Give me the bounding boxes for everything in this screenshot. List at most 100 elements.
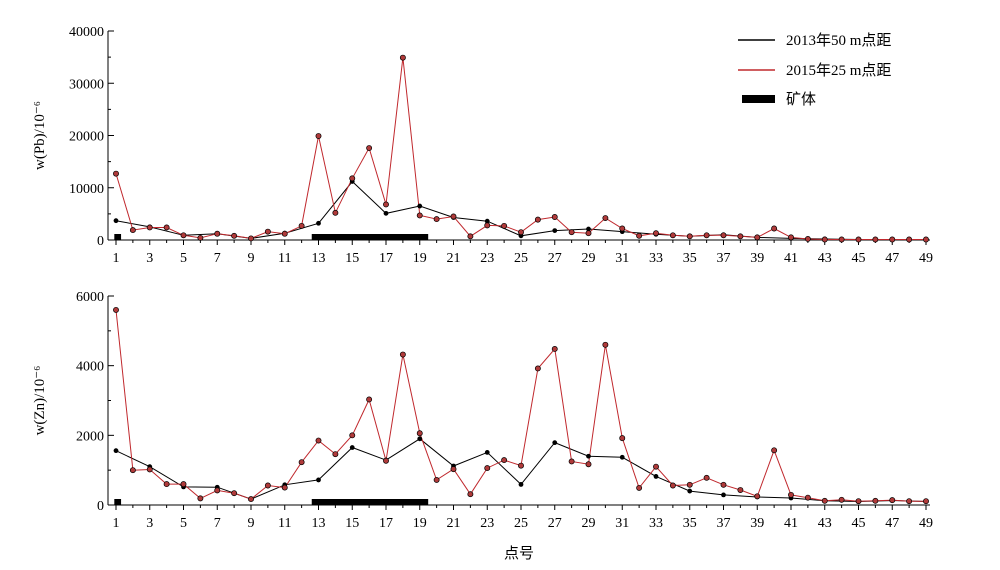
data-point-2015 [467,233,474,240]
x-tick-label: 45 [852,251,866,266]
data-point-2015 [450,213,457,220]
data-point-2015 [163,481,170,488]
data-point-2015 [501,457,508,464]
data-point-2015 [366,396,373,403]
data-point-2015 [248,235,254,242]
data-point-2013 [552,228,558,233]
data-point-2015 [332,209,339,216]
data-point-2015 [619,225,626,232]
data-point-2013 [417,203,423,209]
data-point-2015 [467,491,474,498]
data-point-2015 [788,234,794,241]
x-tick-label: 23 [480,251,494,266]
data-point-2015 [585,461,592,468]
data-point-2015 [855,236,862,243]
data-point-2015 [653,463,659,470]
legend-label: 2015年25 m点距 [786,62,891,79]
x-tick-label: 13 [312,516,326,531]
data-point-2015 [720,481,727,488]
ore-body-bar [114,234,122,240]
data-point-2015 [264,228,271,235]
data-point-2013 [586,453,591,459]
x-tick-label: 15 [345,516,359,531]
x-tick-label: 35 [683,516,697,531]
data-point-2013 [484,450,490,455]
panel-pb [107,30,930,245]
x-tick-label: 15 [345,251,359,266]
data-point-2013 [383,210,389,216]
data-point-2013 [113,448,119,454]
data-point-2015 [568,229,575,236]
data-point-2013 [316,477,321,483]
ore-body-bar [311,234,429,240]
data-point-2015 [619,435,626,442]
data-point-2015 [298,459,305,466]
x-tick-label: 11 [278,251,291,266]
data-point-2015 [315,437,322,444]
data-point-2015 [484,222,491,229]
data-point-2015 [872,236,879,243]
data-point-2015 [923,498,929,505]
legend-label: 矿体 [786,91,816,108]
x-tick-label: 17 [379,516,393,531]
x-tick-label: 19 [413,516,427,531]
x-tick-label: 49 [919,251,933,266]
x-tick-label: 35 [683,251,697,266]
x-tick-label: 5 [180,516,187,531]
x-tick-label: 47 [885,516,899,531]
data-point-2013 [349,445,355,450]
data-point-2015 [231,490,238,497]
x-tick-label: 27 [548,516,562,531]
data-point-2015 [484,465,491,472]
x-tick-label: 43 [818,516,832,531]
data-point-2015 [669,482,676,489]
panel-zn [107,295,930,510]
data-point-2015 [129,467,136,474]
y-tick-label: 20000 [69,130,104,145]
y-tick-label: 4000 [76,360,104,375]
data-point-2015 [636,232,643,239]
data-point-2015 [197,495,204,502]
x-tick-label: 21 [447,516,461,531]
x-tick-label: 41 [784,516,798,531]
data-point-2015 [416,212,423,219]
legend-label: 2013年50 m点距 [786,32,891,49]
x-tick-label: 1 [113,251,120,266]
data-point-2015 [180,232,187,239]
y-tick-label: 0 [97,499,104,514]
x-tick-label: 5 [180,251,187,266]
data-point-2015 [889,236,896,243]
x-tick-label: 21 [447,251,461,266]
y-tick-label: 0 [97,234,104,249]
x-tick-label: 3 [146,251,153,266]
data-point-2015 [146,466,153,473]
ore-body-bar [114,499,122,505]
data-point-2015 [518,462,524,469]
data-point-2015 [669,232,676,239]
data-point-2015 [113,170,119,177]
data-point-2015 [551,214,558,220]
data-point-2015 [129,227,136,234]
data-point-2015 [399,351,406,358]
data-point-2015 [737,487,744,493]
data-point-2015 [872,497,879,504]
x-tick-label: 47 [885,251,899,266]
data-point-2015 [602,341,609,348]
data-point-2015 [686,481,693,488]
x-tick-label: 39 [750,251,764,266]
data-point-2015 [366,145,373,151]
data-point-2015 [821,236,828,243]
data-point-2015 [450,466,457,473]
series-line-2015 [115,309,926,502]
data-point-2013 [518,482,524,487]
ore-body-bar [311,499,429,505]
data-point-2013 [653,474,659,479]
data-point-2015 [703,232,710,239]
x-tick-label: 1 [113,516,120,531]
data-point-2015 [214,487,221,494]
x-tick-label: 17 [379,251,393,266]
data-point-2015 [501,222,508,229]
x-tick-label: 33 [649,251,663,266]
data-point-2015 [214,230,221,237]
legend-swatch-bar [742,95,775,103]
